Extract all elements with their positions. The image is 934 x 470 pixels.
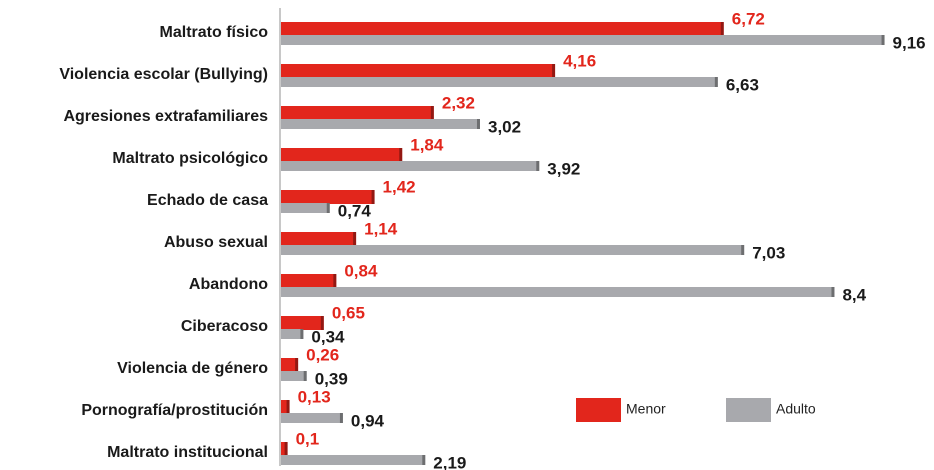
category-label: Ciberacoso bbox=[181, 318, 268, 335]
value-label: 0,34 bbox=[311, 327, 345, 346]
bar bbox=[281, 316, 324, 330]
bar-end bbox=[320, 316, 324, 330]
bar bbox=[281, 148, 403, 162]
value-label: 1,42 bbox=[383, 177, 416, 196]
bar bbox=[281, 106, 434, 120]
bar-end bbox=[300, 329, 304, 339]
bar bbox=[281, 35, 885, 45]
bar-end bbox=[552, 64, 556, 78]
bar bbox=[281, 77, 718, 87]
value-label: 0,84 bbox=[344, 261, 378, 280]
bar bbox=[281, 274, 337, 288]
value-label: 4,16 bbox=[563, 51, 596, 70]
bar bbox=[281, 442, 288, 456]
value-label: 0,74 bbox=[338, 201, 372, 220]
category-label: Abandono bbox=[189, 276, 268, 293]
category-label: Maltrato institucional bbox=[107, 444, 268, 461]
category-label: Pornografía/prostitución bbox=[81, 402, 268, 419]
value-label: 7,03 bbox=[752, 243, 785, 262]
bar-end bbox=[476, 119, 480, 129]
bar bbox=[281, 64, 556, 78]
value-label: 3,02 bbox=[488, 117, 521, 136]
value-label: 8,4 bbox=[842, 285, 866, 304]
bar-end bbox=[714, 77, 718, 87]
bar bbox=[281, 287, 835, 297]
value-label: 0,13 bbox=[298, 387, 331, 406]
bar bbox=[281, 190, 375, 204]
legend-label: Menor bbox=[626, 401, 666, 417]
bar-end bbox=[284, 442, 288, 456]
category-label: Abuso sexual bbox=[164, 234, 268, 251]
bar-end bbox=[422, 455, 426, 465]
value-label: 1,14 bbox=[364, 219, 398, 238]
bar bbox=[281, 119, 480, 129]
bar bbox=[281, 358, 299, 372]
bar-end bbox=[333, 274, 337, 288]
value-label: 6,72 bbox=[732, 9, 765, 28]
legend-swatch bbox=[576, 398, 621, 422]
bar-end bbox=[371, 190, 375, 204]
bar-end bbox=[536, 161, 540, 171]
value-label: 9,16 bbox=[893, 33, 926, 52]
bar bbox=[281, 245, 745, 255]
legend-swatch bbox=[726, 398, 771, 422]
bar-end bbox=[326, 203, 330, 213]
bar-end bbox=[303, 371, 307, 381]
bar-end bbox=[741, 245, 745, 255]
bar-end bbox=[831, 287, 835, 297]
value-label: 0,26 bbox=[306, 345, 339, 364]
value-label: 2,19 bbox=[433, 453, 466, 470]
bar-end bbox=[430, 106, 434, 120]
value-label: 0,1 bbox=[296, 429, 320, 448]
legend-label: Adulto bbox=[776, 401, 816, 417]
value-label: 0,39 bbox=[315, 369, 348, 388]
bar bbox=[281, 413, 343, 423]
category-label: Violencia escolar (Bullying) bbox=[59, 66, 268, 83]
value-label: 0,65 bbox=[332, 303, 365, 322]
value-label: 1,84 bbox=[410, 135, 444, 154]
value-label: 3,92 bbox=[547, 159, 580, 178]
bar-end bbox=[353, 232, 357, 246]
bar bbox=[281, 161, 540, 171]
bar bbox=[281, 329, 304, 339]
category-label: Maltrato psicológico bbox=[112, 150, 268, 167]
category-label: Agresiones extrafamiliares bbox=[63, 108, 268, 125]
bar-end bbox=[881, 35, 885, 45]
value-label: 6,63 bbox=[726, 75, 759, 94]
category-label: Maltrato físico bbox=[160, 24, 269, 41]
bar bbox=[281, 371, 307, 381]
bar-end bbox=[286, 400, 290, 414]
bar-end bbox=[295, 358, 299, 372]
category-label: Violencia de género bbox=[117, 360, 268, 377]
bar bbox=[281, 22, 724, 36]
bar bbox=[281, 232, 357, 246]
bar-end bbox=[399, 148, 403, 162]
bar bbox=[281, 400, 290, 414]
value-label: 0,94 bbox=[351, 411, 385, 430]
category-label: Echado de casa bbox=[147, 192, 268, 209]
bar-end bbox=[339, 413, 343, 423]
bar bbox=[281, 455, 426, 465]
bar-end bbox=[720, 22, 724, 36]
value-label: 2,32 bbox=[442, 93, 475, 112]
bar bbox=[281, 203, 330, 213]
